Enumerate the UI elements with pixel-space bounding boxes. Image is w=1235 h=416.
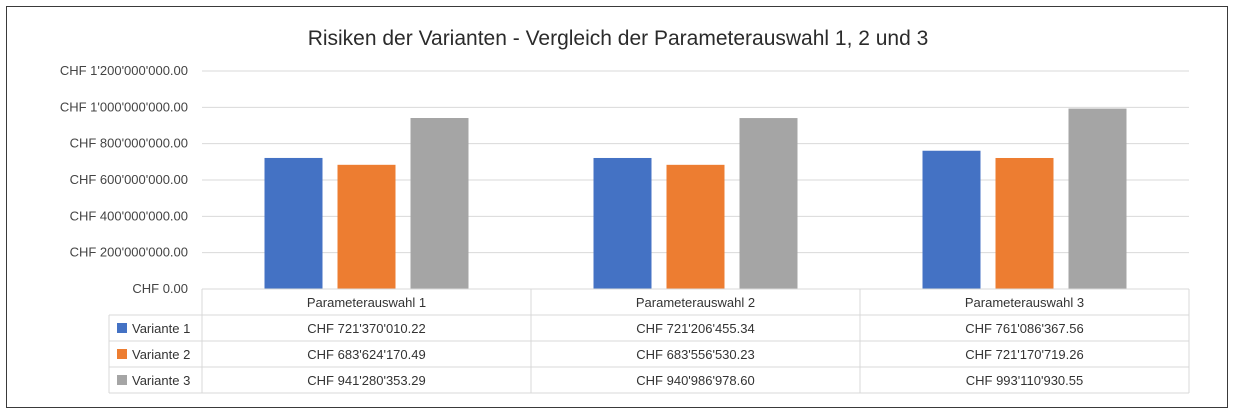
legend-label: Variante 3 [132,373,190,388]
category-label: Parameterauswahl 1 [307,295,426,310]
bar-chart: Risiken der Varianten - Vergleich der Pa… [60,27,1190,394]
bar-2-2 [666,164,725,289]
chart-frame: Risiken der Varianten - Vergleich der Pa… [6,6,1228,408]
legend-label: Variante 2 [132,347,190,362]
bar-3-1 [410,118,469,289]
chart-title: Risiken der Varianten - Vergleich der Pa… [308,27,929,50]
data-label: CHF 993'110'930.55 [966,373,1083,388]
data-label: CHF 721'206'455.34 [636,321,754,336]
data-label: CHF 683'556'530.23 [636,347,754,362]
category-label: Parameterauswahl 3 [965,295,1084,310]
y-tick-label: CHF 200'000'000.00 [70,245,188,260]
category-label: Parameterauswahl 2 [636,295,755,310]
bar-1-1 [264,157,323,289]
bar-2-1 [337,164,396,289]
data-label: CHF 721'170'719.26 [965,347,1083,362]
data-label: CHF 721'370'010.22 [307,321,425,336]
y-tick-label: CHF 400'000'000.00 [70,208,188,223]
data-label: CHF 761'086'367.56 [965,321,1083,336]
y-tick-label: CHF 1'200'000'000.00 [60,63,188,78]
bars [264,108,1127,290]
legend-swatch [117,349,127,359]
data-label: CHF 683'624'170.49 [307,347,425,362]
data-table: Parameterauswahl 1 Parameterauswahl 2 Para… [108,288,1190,394]
y-tick-label: CHF 0.00 [132,281,188,296]
data-label: CHF 941'280'353.29 [307,373,425,388]
bar-1-3 [922,150,981,289]
legend-swatch [117,375,127,385]
legend-label: Variante 1 [132,321,190,336]
bar-2-3 [995,157,1054,289]
legend-swatch [117,323,127,333]
y-tick-label: CHF 1'000'000'000.00 [60,99,188,114]
data-label: CHF 940'986'978.60 [636,373,754,388]
y-axis-tick-labels: CHF 0.00 CHF 200'000'000.00 CHF 400'000'00… [60,63,188,296]
bar-3-2 [739,118,798,289]
bar-3-3 [1068,108,1127,290]
y-tick-label: CHF 800'000'000.00 [70,136,188,151]
bar-1-2 [593,157,652,289]
y-tick-label: CHF 600'000'000.00 [70,172,188,187]
